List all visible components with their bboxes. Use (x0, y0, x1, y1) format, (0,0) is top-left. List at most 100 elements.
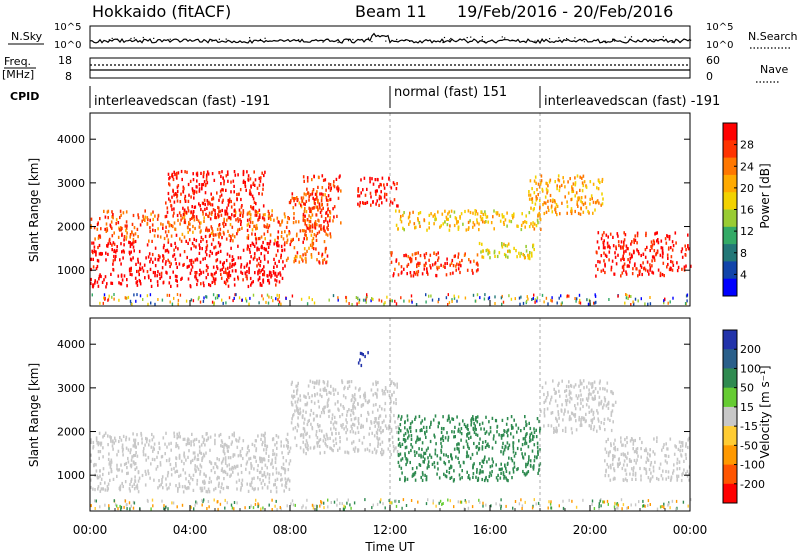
power-cell (173, 170, 175, 174)
power-cell (520, 223, 523, 227)
power-cell (154, 229, 156, 233)
velocity-cell (201, 486, 203, 490)
velocity-cell (538, 419, 540, 424)
velocity-cell (529, 436, 531, 440)
velocity-cell (571, 431, 573, 435)
power-cell (269, 233, 272, 237)
velocity-cell (360, 413, 362, 418)
velocity-cell (200, 443, 203, 447)
power-cell (98, 234, 100, 238)
velocity-cell (458, 442, 460, 446)
power-cell (192, 210, 195, 214)
velocity-cell (399, 442, 401, 446)
velocity-cell (375, 380, 377, 384)
velocity-cell (345, 425, 347, 429)
velocity-cell (459, 464, 462, 468)
velocity-ground-scatter-cell (321, 501, 323, 505)
power-cell (545, 210, 548, 214)
power-cell (471, 268, 473, 273)
velocity-cell (619, 461, 621, 465)
power-cell (325, 261, 327, 265)
power-cell (309, 219, 312, 224)
power-cell (217, 232, 220, 236)
power-cell (555, 202, 558, 207)
power-cell (252, 197, 255, 201)
velocity-ground-scatter-cell (130, 504, 132, 508)
velocity-cell (438, 476, 441, 480)
power-cell (237, 173, 239, 177)
power-ground-scatter-cell (205, 295, 207, 299)
velocity-cell (339, 440, 341, 444)
power-cell (268, 212, 270, 216)
power-cell (312, 247, 315, 251)
velocity-cell (422, 460, 424, 464)
velocity-cell (332, 422, 335, 426)
power-cell (434, 261, 437, 265)
velocity-ground-scatter-cell (165, 505, 167, 509)
power-cell (223, 217, 225, 221)
power-cell (557, 178, 560, 182)
power-cell (210, 272, 213, 276)
power-cell (302, 196, 305, 200)
velocity-cell (669, 478, 672, 482)
power-cell (226, 218, 228, 222)
velocity-cell (424, 473, 426, 477)
velocity-cell (127, 456, 129, 461)
power-cell (318, 219, 320, 223)
power-ground-scatter-cell (337, 298, 339, 302)
power-cell (446, 217, 448, 221)
power-cell (223, 224, 225, 228)
power-cell (398, 262, 400, 266)
power-cell (309, 193, 312, 197)
noise-search-dot (264, 37, 266, 39)
power-cell (293, 260, 295, 264)
velocity-cell (316, 444, 319, 448)
power-cell (496, 254, 499, 259)
velocity-cell (507, 428, 510, 432)
velocity-cell (508, 456, 510, 460)
power-cell (622, 254, 624, 258)
power-cell (213, 233, 215, 237)
velocity-cell (676, 478, 678, 482)
power-cell (498, 251, 501, 255)
power-cell (136, 227, 139, 231)
velocity-cell (216, 465, 218, 469)
velocity-cell (200, 451, 202, 455)
power-cell (667, 262, 669, 267)
power-cell (195, 190, 198, 194)
velocity-cell (400, 415, 403, 419)
power-cell (134, 276, 137, 280)
velocity-ground-scatter-cell (306, 498, 308, 502)
power-ground-scatter-cell (127, 295, 130, 299)
velocity-cell (645, 467, 647, 471)
power-cell (687, 244, 689, 248)
power-cell (179, 200, 182, 204)
velocity-cell (566, 398, 569, 402)
velocity-cell (626, 440, 628, 445)
power-cell (244, 180, 246, 185)
velocity-cell (275, 471, 278, 475)
noise-search-dot (504, 37, 506, 39)
velocity-cell (236, 487, 238, 491)
power-cell (676, 269, 679, 273)
power-cell (623, 250, 625, 254)
velocity-cell (443, 453, 445, 457)
power-cell (318, 230, 321, 234)
velocity-cell (182, 437, 185, 441)
power-cell (493, 209, 495, 213)
power-cell (253, 255, 256, 259)
time-axis-label: Time UT (364, 540, 415, 554)
power-cell (335, 177, 338, 181)
velocity-ground-scatter-cell (294, 503, 296, 507)
power-cell (150, 278, 152, 283)
velocity-cell (286, 439, 289, 443)
power-cell (425, 252, 428, 256)
velocity-cell (157, 451, 159, 455)
noise-search-dot (549, 38, 551, 40)
power-cell (110, 272, 112, 276)
power-cell (200, 171, 202, 175)
power-cell (480, 250, 482, 254)
velocity-cell (676, 457, 679, 461)
power-cell (98, 277, 100, 281)
power-cell (417, 269, 420, 274)
